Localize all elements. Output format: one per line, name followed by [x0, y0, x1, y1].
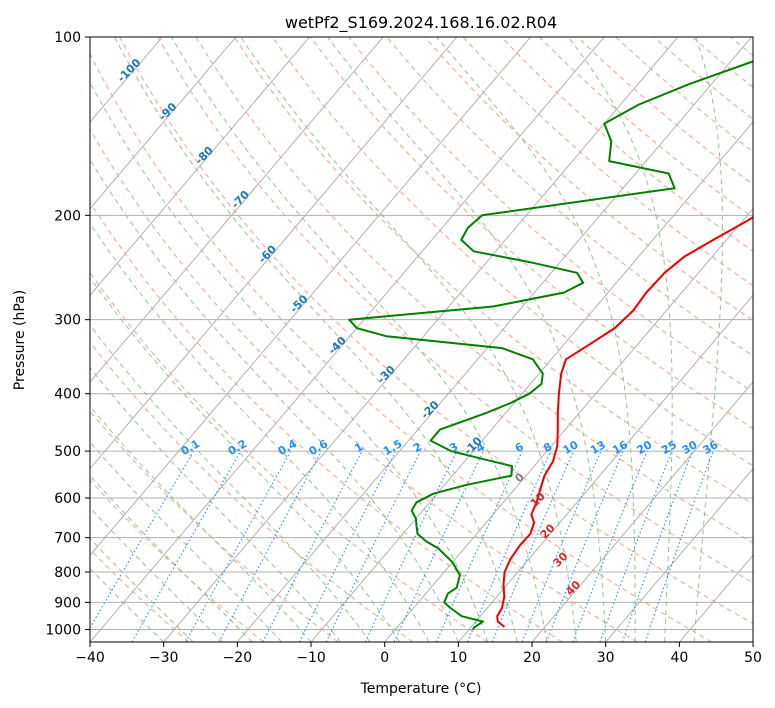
dry-adiabat-line	[90, 410, 339, 642]
isotherm-line	[90, 37, 531, 557]
dry-adiabat-line	[386, 37, 753, 357]
dry-adiabat-line	[90, 128, 638, 642]
mixing-ratio-line	[621, 450, 693, 642]
background-lines	[90, 37, 753, 642]
moist-adiabat-line	[567, 37, 673, 642]
mixing-ratio-line	[298, 450, 397, 642]
moist-adiabat-line	[90, 276, 400, 642]
dry-adiabat-line	[119, 37, 753, 624]
x-tick-label: 20	[523, 650, 541, 666]
moist-adiabat-line	[90, 405, 312, 642]
y-tick-label: 200	[54, 208, 81, 224]
isotherm-line	[90, 37, 458, 470]
mixing-ratio-line	[185, 450, 292, 642]
dry-adiabat-line	[424, 37, 753, 322]
dry-adiabat-line	[90, 271, 488, 642]
isotherm-line	[531, 381, 753, 642]
moist-adiabat-line	[436, 37, 636, 642]
mixing-ratio-line	[218, 450, 322, 642]
isotherm-line	[458, 294, 753, 642]
pressure-gridlines	[90, 37, 753, 630]
mixing-ratio-line	[644, 450, 714, 642]
isotherm-line	[310, 121, 753, 642]
chart-title: wetPf2_S169.2024.168.16.02.R04	[285, 13, 557, 33]
x-tick-label: 10	[449, 650, 467, 666]
moist-adiabat-line	[90, 222, 430, 642]
sounding-series	[348, 60, 753, 631]
moist-adiabat-line	[90, 324, 371, 642]
y-axis-label: Pressure (hPa)	[12, 290, 28, 390]
moist-adiabat-line	[90, 158, 459, 642]
x-tick-label: 30	[597, 650, 615, 666]
dry-adiabat-line	[195, 37, 753, 544]
y-tick-label: 800	[54, 565, 81, 581]
dry-adiabat-line	[90, 548, 190, 642]
mixing-ratio-line	[325, 450, 422, 642]
x-axis-label: Temperature (°C)	[360, 681, 482, 697]
mixing-ratio-line	[435, 450, 523, 642]
moist-adiabat-line	[90, 366, 341, 642]
moist-adiabat-line	[90, 81, 489, 642]
dry-adiabat-line	[90, 341, 414, 642]
x-tick-label: 40	[670, 650, 688, 666]
mixing-ratio-line	[521, 450, 602, 642]
y-tick-label: 300	[54, 313, 81, 329]
isotherm-line	[90, 37, 310, 297]
x-tick-label: −40	[75, 650, 105, 666]
plot-frame	[89, 36, 754, 643]
x-tick-label: −20	[223, 650, 253, 666]
y-tick-label: 100	[54, 30, 81, 46]
y-tick-label: 500	[54, 444, 81, 460]
dry-adiabat-line	[310, 37, 753, 430]
isotherm-line	[90, 37, 237, 210]
x-tick-label: −30	[149, 650, 179, 666]
x-tick-label: 50	[744, 650, 762, 666]
dry-adiabat-line	[90, 201, 563, 642]
temperature-line	[496, 216, 753, 628]
dewpoint-line	[348, 60, 753, 631]
moist-adiabat-line	[170, 37, 548, 642]
y-tick-label: 700	[54, 531, 81, 547]
isotherm-line	[605, 467, 753, 642]
y-tick-label: 1000	[45, 622, 81, 638]
y-tick-label: 600	[54, 491, 81, 507]
moist-adiabat-line	[693, 37, 723, 642]
x-tick-label: −10	[296, 650, 326, 666]
dry-adiabat-line	[90, 52, 712, 642]
x-axis: −40 −30 −20 −10 0 10 20 30 40 50	[75, 642, 762, 666]
mixing-ratio-line	[491, 450, 575, 642]
moist-adiabat-line	[90, 474, 253, 642]
mixing-ratio-line	[572, 450, 648, 642]
moist-adiabat-line	[327, 37, 607, 642]
mixing-ratio-line	[466, 450, 552, 642]
isotherm-line	[90, 37, 605, 642]
isotherm-line	[90, 37, 384, 383]
y-tick-label: 900	[54, 595, 81, 611]
isotherm-line	[384, 207, 753, 642]
moist-adiabat-line	[240, 37, 577, 642]
y-tick-label: 400	[54, 387, 81, 403]
dry-adiabat-line	[233, 37, 753, 505]
dry-adiabat-line	[90, 479, 264, 642]
x-tick-label: 0	[380, 650, 389, 666]
y-axis: 100 200 300 400 500 600 700 800 900 1000	[45, 30, 90, 638]
mixing-ratio-line	[545, 450, 624, 642]
dry-adiabat-line	[157, 37, 753, 584]
moist-adiabat-line	[90, 441, 282, 642]
mixing-ratio-line	[599, 450, 673, 642]
